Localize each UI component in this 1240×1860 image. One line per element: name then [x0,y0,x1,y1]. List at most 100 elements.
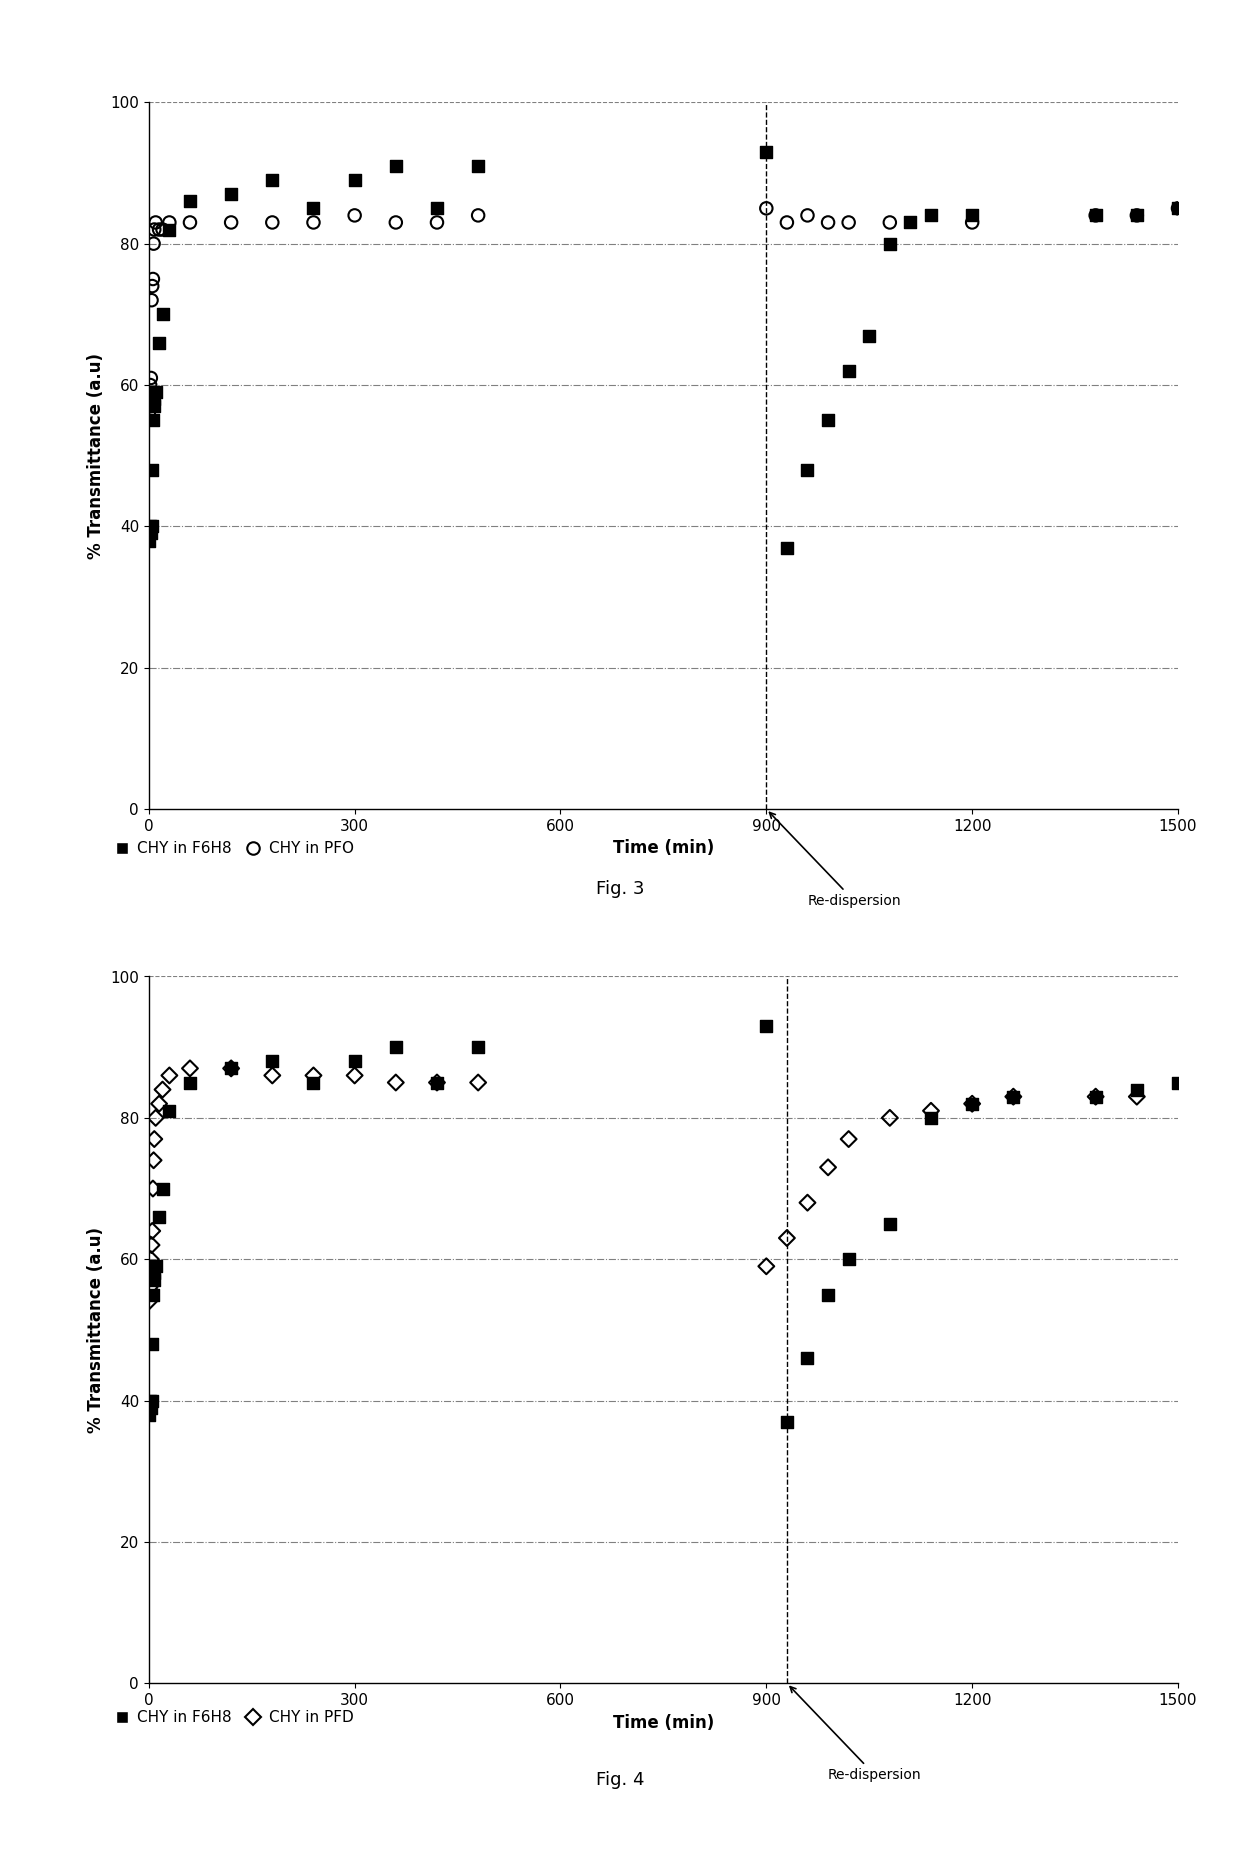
Y-axis label: % Transmittance (a.u): % Transmittance (a.u) [87,353,104,558]
CHY in F6H8 [304,193,324,223]
CHY in PFD [304,1060,324,1090]
Y-axis label: % Transmittance (a.u): % Transmittance (a.u) [87,1228,104,1432]
Text: Re-dispersion: Re-dispersion [770,813,901,908]
Legend: CHY in F6H8, CHY in PFD: CHY in F6H8, CHY in PFD [107,1704,360,1732]
CHY in F6H8 [153,299,172,329]
CHY in PFO [144,229,164,259]
CHY in F6H8 [149,327,169,357]
CHY in PFO [427,208,446,238]
CHY in F6H8 [1127,201,1147,231]
CHY in PFD [469,1068,489,1097]
CHY in F6H8 [1086,1083,1106,1112]
CHY in F6H8 [469,1032,489,1062]
CHY in F6H8 [427,193,446,223]
CHY in F6H8 [386,1032,405,1062]
CHY in F6H8 [427,1068,446,1097]
CHY in F6H8 [756,138,776,167]
CHY in F6H8 [818,1280,838,1309]
CHY in PFD [818,1153,838,1183]
CHY in PFD [143,1174,162,1203]
CHY in PFD [146,1103,166,1133]
CHY in F6H8 [160,1096,180,1125]
CHY in F6H8 [221,1053,241,1083]
CHY in PFO [1127,201,1147,231]
Text: Fig. 3: Fig. 3 [595,880,645,898]
CHY in F6H8 [160,214,180,244]
CHY in F6H8 [962,1088,982,1118]
CHY in PFO [143,272,162,301]
CHY in F6H8 [838,1244,858,1274]
CHY in PFD [1003,1083,1023,1112]
CHY in F6H8 [144,391,164,420]
CHY in F6H8 [140,1401,160,1430]
CHY in F6H8 [144,1265,164,1295]
CHY in PFD [1086,1083,1106,1112]
CHY in PFO [1086,201,1106,231]
CHY in F6H8 [143,405,162,435]
CHY in F6H8 [140,526,160,556]
CHY in F6H8 [797,1343,817,1373]
CHY in PFO [143,264,162,294]
CHY in F6H8 [180,186,200,216]
CHY in PFD [777,1224,797,1254]
CHY in PFD [345,1060,365,1090]
CHY in F6H8 [140,512,160,541]
CHY in F6H8 [263,1047,283,1077]
CHY in F6H8 [797,456,817,485]
CHY in F6H8 [838,355,858,385]
X-axis label: Time (min): Time (min) [613,1713,714,1732]
CHY in F6H8 [880,229,900,259]
CHY in F6H8 [143,456,162,485]
CHY in PFD [263,1060,283,1090]
CHY in PFD [149,1088,169,1118]
CHY in PFO [304,208,324,238]
CHY in PFO [146,208,166,238]
CHY in F6H8 [386,151,405,180]
CHY in F6H8 [818,405,838,435]
CHY in F6H8 [144,1259,164,1289]
CHY in PFO [141,285,161,314]
CHY in F6H8 [921,1103,941,1133]
CHY in PFD [144,1146,164,1176]
CHY in PFO [180,208,200,238]
CHY in PFO [880,208,900,238]
CHY in PFO [777,208,797,238]
CHY in F6H8 [756,1012,776,1042]
CHY in PFO [153,214,172,244]
CHY in F6H8 [143,1280,162,1309]
CHY in F6H8 [140,1386,160,1415]
CHY in PFD [756,1252,776,1282]
CHY in PFD [880,1103,900,1133]
CHY in F6H8 [880,1209,900,1239]
CHY in F6H8 [1127,1075,1147,1105]
CHY in PFO [345,201,365,231]
CHY in F6H8 [777,1406,797,1436]
CHY in PFO [962,208,982,238]
CHY in PFD [143,1216,162,1246]
CHY in PFD [144,1123,164,1153]
CHY in PFO [386,208,405,238]
CHY in PFD [221,1053,241,1083]
CHY in F6H8 [139,519,159,549]
Text: Re-dispersion: Re-dispersion [790,1687,921,1782]
CHY in PFO [139,398,159,428]
CHY in PFD [153,1075,172,1105]
CHY in PFO [797,201,817,231]
CHY in PFO [221,208,241,238]
CHY in PFD [141,1244,161,1274]
CHY in PFD [1127,1083,1147,1112]
CHY in F6H8 [345,1047,365,1077]
CHY in PFD [921,1096,941,1125]
CHY in F6H8 [139,1393,159,1423]
CHY in PFO [160,208,180,238]
CHY in PFD [427,1068,446,1097]
CHY in PFD [838,1123,858,1153]
CHY in PFO [469,201,489,231]
CHY in F6H8 [141,1386,161,1415]
CHY in F6H8 [469,151,489,180]
CHY in PFO [263,208,283,238]
CHY in PFO [140,391,160,420]
X-axis label: Time (min): Time (min) [613,839,714,857]
CHY in PFD [139,1287,159,1317]
CHY in PFD [160,1060,180,1090]
